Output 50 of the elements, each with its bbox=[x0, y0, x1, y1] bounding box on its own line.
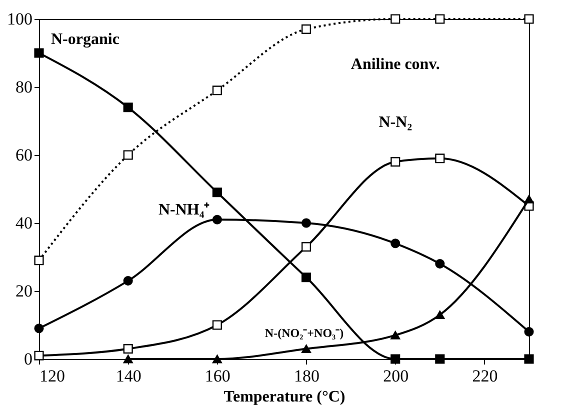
point bbox=[301, 344, 312, 354]
point bbox=[524, 354, 534, 364]
point bbox=[390, 157, 400, 167]
point bbox=[123, 276, 133, 286]
point bbox=[435, 14, 445, 24]
point bbox=[390, 14, 400, 24]
point bbox=[212, 188, 222, 198]
series-label: N-(NO₂⁻+NO₃⁻) bbox=[264, 326, 344, 340]
point bbox=[34, 324, 44, 334]
point bbox=[212, 320, 222, 330]
x-tick-label: 140 bbox=[116, 366, 142, 386]
point bbox=[301, 272, 312, 282]
point bbox=[301, 242, 312, 252]
series-label: N-organic bbox=[51, 31, 120, 48]
x-tick-label: 160 bbox=[204, 366, 230, 386]
point bbox=[435, 259, 445, 269]
point bbox=[123, 344, 133, 354]
point bbox=[435, 310, 445, 320]
point bbox=[390, 238, 400, 248]
y-tick-label: 0 bbox=[24, 350, 32, 368]
text: Aniline conv. bbox=[350, 56, 440, 73]
point bbox=[301, 24, 312, 34]
point bbox=[34, 48, 44, 58]
x-tick-label: 180 bbox=[294, 366, 320, 386]
x-tick-label: 220 bbox=[472, 366, 498, 386]
x-tick-label: 200 bbox=[383, 366, 409, 386]
point bbox=[524, 327, 534, 337]
point bbox=[212, 86, 222, 96]
point bbox=[524, 194, 534, 204]
point bbox=[212, 354, 222, 364]
y-tick-label: 40 bbox=[16, 214, 32, 232]
point bbox=[390, 354, 400, 364]
point bbox=[123, 102, 133, 112]
y-tick-label: 100 bbox=[7, 10, 32, 28]
point bbox=[123, 150, 133, 160]
point bbox=[34, 256, 44, 266]
x-axis-title: Temperature (°C) bbox=[224, 388, 346, 406]
point bbox=[435, 354, 445, 364]
series-label: N-N₂ bbox=[378, 114, 412, 131]
series-label: N-NH₄⁺ bbox=[158, 202, 210, 219]
point bbox=[524, 14, 534, 24]
point bbox=[390, 330, 400, 340]
x-tick-label: 120 bbox=[40, 366, 65, 386]
point bbox=[301, 218, 312, 228]
y-tick-label: 80 bbox=[16, 78, 32, 96]
point bbox=[212, 214, 222, 224]
point bbox=[34, 350, 44, 360]
y-tick-label: 20 bbox=[16, 282, 32, 300]
point bbox=[435, 154, 445, 164]
y-tick-label: 60 bbox=[16, 146, 32, 164]
